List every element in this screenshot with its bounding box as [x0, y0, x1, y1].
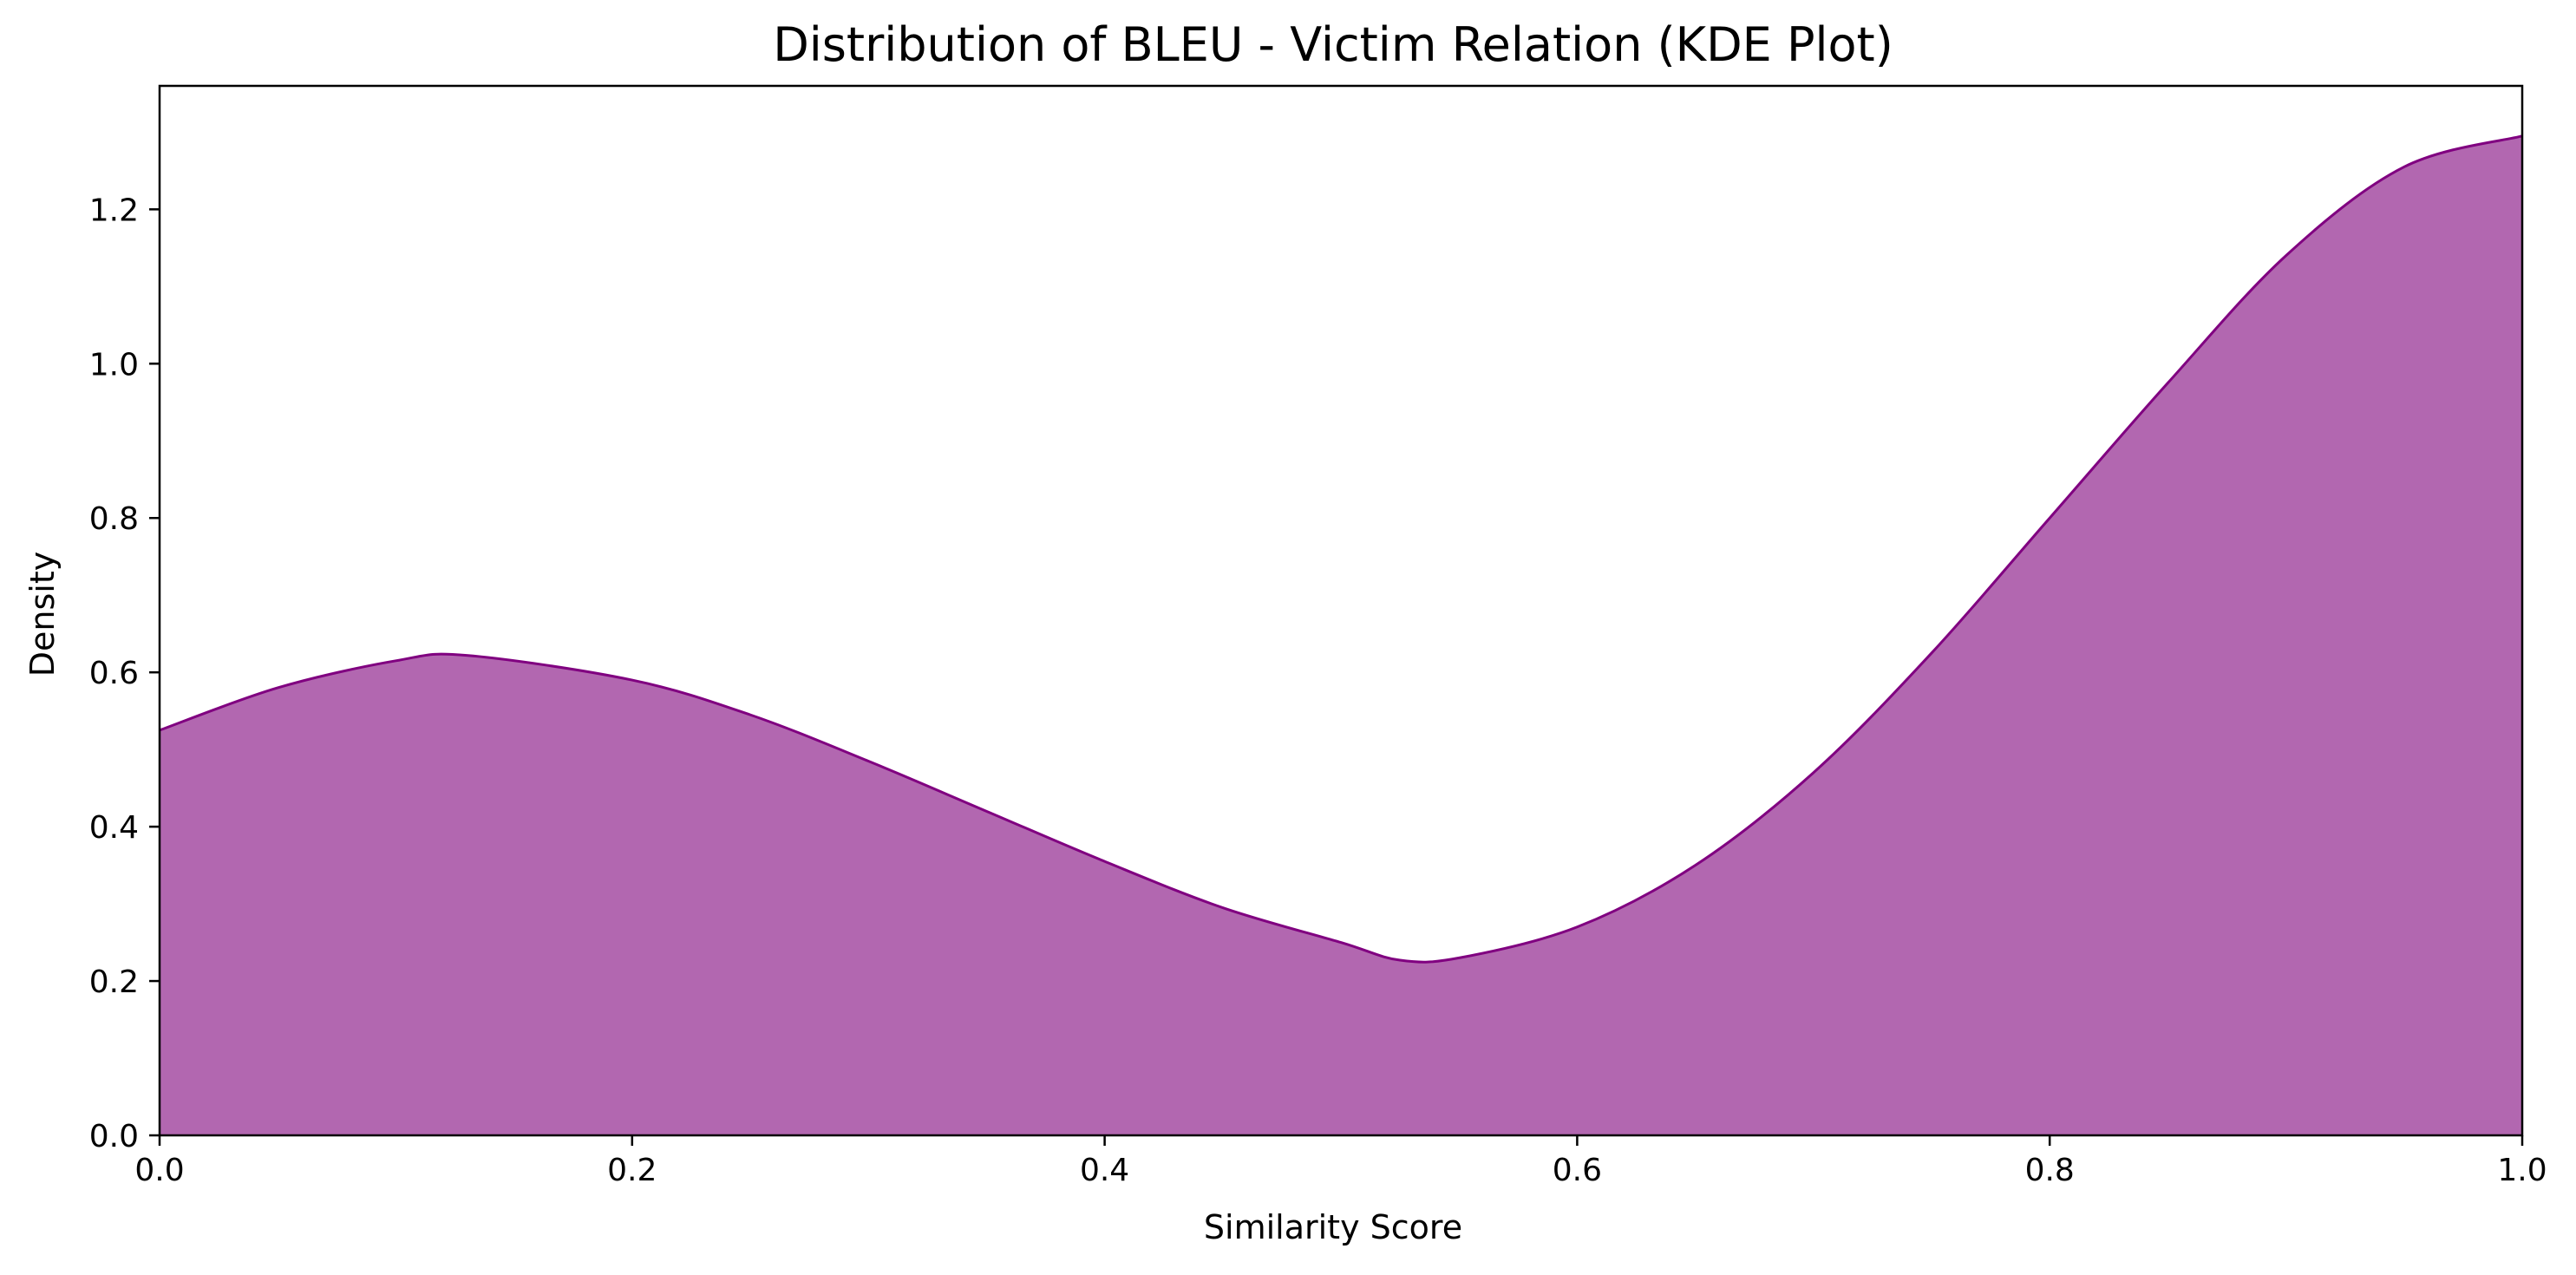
- y-tick-label: 0.8: [89, 501, 139, 537]
- plot-area: [159, 134, 2523, 1136]
- x-tick-label: 0.4: [1080, 1153, 1129, 1188]
- kde-area-fill: [160, 135, 2522, 1136]
- x-tick-label: 0.6: [1553, 1153, 1602, 1188]
- x-tick-label: 0.2: [607, 1153, 657, 1188]
- x-tick-label: 0.0: [134, 1153, 184, 1188]
- x-axis-label: Similarity Score: [1204, 1208, 1462, 1246]
- y-tick-label: 0.6: [89, 656, 139, 691]
- y-axis-ticks: 0.0 0.2 0.4 0.6 0.8 1.0 1.2: [89, 193, 160, 1154]
- chart-title: Distribution of BLEU - Victim Relation (…: [773, 17, 1893, 72]
- x-axis-ticks: 0.0 0.2 0.4 0.6 0.8 1.0: [134, 1135, 2547, 1188]
- y-tick-label: 0.0: [89, 1119, 139, 1154]
- y-tick-label: 0.2: [89, 964, 139, 1000]
- x-tick-label: 0.8: [2025, 1153, 2075, 1188]
- y-axis-label: Density: [23, 552, 62, 677]
- y-tick-label: 1.2: [89, 193, 139, 228]
- y-tick-label: 1.0: [89, 347, 139, 382]
- kde-density-line: [159, 134, 2523, 964]
- x-tick-label: 1.0: [2497, 1153, 2547, 1188]
- plot-frame: [158, 84, 2524, 1137]
- y-tick-label: 0.4: [89, 810, 139, 846]
